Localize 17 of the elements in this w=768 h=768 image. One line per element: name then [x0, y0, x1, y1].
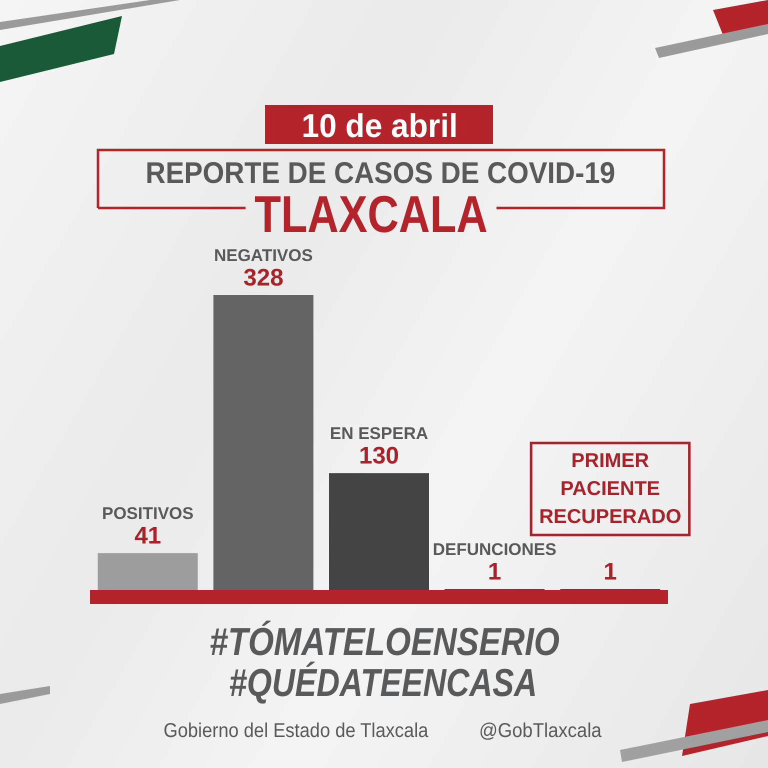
text: @GobTlaxcala [478, 720, 602, 742]
bar [98, 553, 198, 590]
data-label: 1 [488, 558, 502, 586]
text: Gobierno del Estado de Tlaxcala [162, 720, 428, 742]
text: #QUÉDATEENCASA [229, 662, 538, 705]
data-label: 328 [243, 264, 284, 292]
bar [213, 295, 314, 590]
data-label: 1 [604, 558, 617, 586]
data-label: 41 [134, 522, 162, 550]
x-tick-label: DEFUNCIONES [432, 540, 556, 560]
bar [329, 473, 429, 590]
x-tick-label: POSITIVOS [102, 504, 194, 524]
x-tick-label: PRIMER PACIENTE RECUPERADO [539, 450, 682, 528]
text: 10 de abril [301, 106, 458, 144]
x-tick-label: EN ESPERA [330, 424, 428, 444]
x-tick-label: NEGATIVOS [214, 246, 313, 265]
data-label: 130 [358, 442, 400, 470]
